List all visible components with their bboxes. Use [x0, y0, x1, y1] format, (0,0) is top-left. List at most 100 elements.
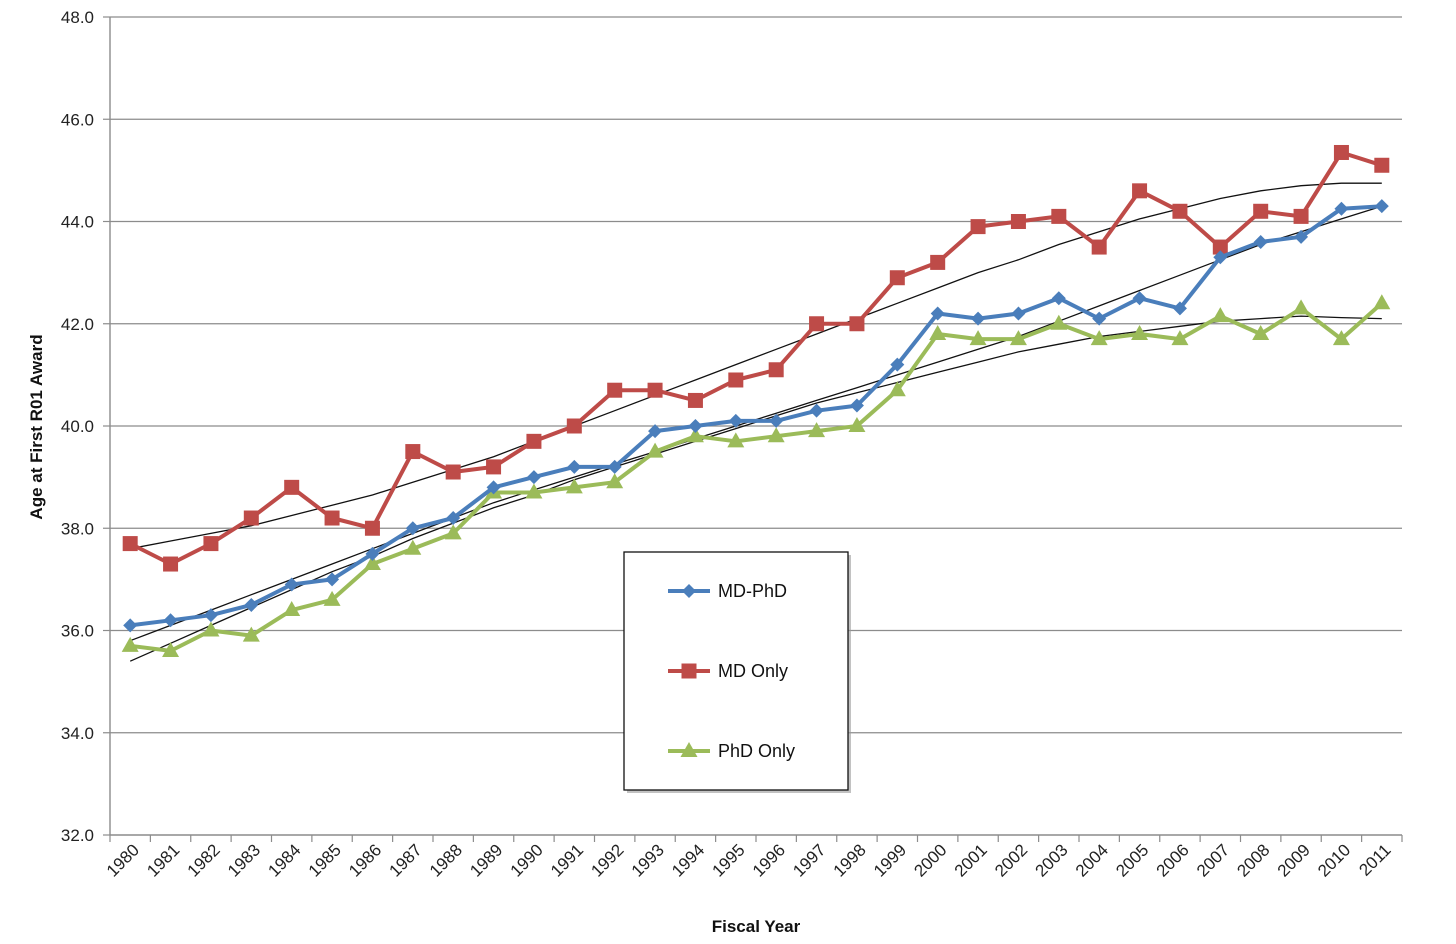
series-line-md-only — [129, 150, 1383, 566]
data-point-md-only — [728, 372, 744, 388]
data-point-md-only — [122, 536, 138, 552]
data-point-md-only — [445, 464, 461, 480]
data-point-md-only — [1172, 203, 1188, 219]
data-point-md-phd — [809, 403, 824, 418]
data-point-phd-only — [686, 427, 704, 443]
data-point-md-phd — [688, 419, 703, 433]
data-point-md-only — [486, 459, 502, 475]
data-point-md-phd — [244, 597, 259, 612]
x-tick-label: 2010 — [1314, 840, 1354, 880]
x-tick-label: 1991 — [547, 840, 587, 880]
data-point-md-only — [203, 536, 219, 552]
data-point-phd-only — [1090, 330, 1108, 346]
data-point-phd-only — [1050, 314, 1068, 330]
data-point-md-phd — [890, 357, 905, 372]
data-point-md-only — [889, 270, 905, 286]
trendline — [130, 182, 1382, 550]
legend-marker — [681, 663, 697, 679]
y-tick-label: 42.0 — [61, 315, 94, 334]
data-point-md-only — [1132, 183, 1148, 199]
x-tick-label: 1988 — [426, 840, 466, 880]
data-point-phd-only — [929, 324, 947, 340]
x-tick-label: 2006 — [1153, 840, 1193, 880]
y-tick-label: 46.0 — [61, 110, 94, 129]
data-point-md-phd — [203, 608, 218, 623]
gridlines — [110, 16, 1402, 734]
data-point-phd-only — [848, 417, 866, 432]
data-point-phd-only — [1131, 324, 1149, 340]
data-point-md-phd — [1132, 291, 1147, 306]
y-tick-label: 48.0 — [61, 8, 94, 27]
x-tick-label: 1986 — [345, 840, 385, 880]
legend-item-phd-only: PhD Only — [668, 741, 795, 761]
series-line-phd-only — [129, 301, 1384, 653]
data-point-md-only — [1253, 203, 1269, 219]
data-point-md-only — [930, 254, 946, 270]
data-point-phd-only — [1211, 307, 1229, 323]
x-tick-label: 1999 — [870, 840, 910, 880]
data-point-md-phd — [971, 311, 986, 326]
x-tick-label: 2000 — [910, 840, 950, 880]
y-axis-title: Age at First R01 Award — [27, 334, 46, 519]
x-tick-label: 1997 — [789, 840, 829, 880]
data-point-md-phd — [1172, 301, 1187, 316]
data-point-phd-only — [808, 422, 826, 438]
data-point-md-phd — [1011, 306, 1026, 321]
legend-item-md-only: MD Only — [668, 661, 788, 681]
data-point-phd-only — [1332, 330, 1350, 346]
y-tick-label: 44.0 — [61, 213, 94, 232]
data-point-phd-only — [404, 539, 422, 555]
data-point-phd-only — [1009, 330, 1027, 346]
x-tick-label: 2001 — [951, 840, 991, 880]
y-tick-label: 34.0 — [61, 724, 94, 743]
legend-label: MD-PhD — [718, 581, 787, 601]
x-tick-label: 1990 — [507, 840, 547, 880]
data-point-md-phd — [648, 424, 663, 439]
y-tick-label: 40.0 — [61, 417, 94, 436]
data-point-md-only — [768, 362, 784, 378]
x-tick-label: 1987 — [385, 840, 425, 880]
x-tick-label: 2002 — [991, 840, 1031, 880]
data-point-md-only — [687, 392, 703, 408]
x-tick-label: 2005 — [1112, 840, 1152, 880]
legend-item-md-phd: MD-PhD — [668, 581, 787, 601]
data-point-md-only — [566, 418, 582, 434]
data-point-phd-only — [444, 524, 462, 540]
data-point-phd-only — [323, 590, 341, 606]
data-point-md-only — [364, 520, 380, 536]
data-point-md-phd — [284, 577, 299, 592]
y-tick-label: 38.0 — [61, 519, 94, 538]
legend-marker — [682, 584, 696, 598]
x-tick-labels: 1980 1981 1982 1983 1984 1985 1986 1987 1988 1989… — [103, 840, 1395, 880]
data-point-md-phd — [728, 413, 743, 428]
data-point-md-phd — [1294, 229, 1309, 244]
data-point-phd-only — [1171, 330, 1189, 346]
data-point-md-only — [1212, 239, 1228, 255]
data-point-md-only — [526, 433, 542, 449]
x-tick-label: 1994 — [668, 840, 708, 880]
data-point-md-phd — [163, 613, 178, 628]
data-point-md-only — [849, 316, 865, 332]
x-tick-label: 2011 — [1355, 840, 1394, 879]
x-tick-label: 2004 — [1072, 840, 1112, 880]
legend: MD-PhD MD Only PhD Only — [623, 551, 851, 793]
data-point-md-only — [1091, 239, 1107, 255]
data-point-md-only — [1374, 157, 1390, 173]
data-point-phd-only — [525, 483, 543, 499]
legend-label: MD Only — [718, 661, 788, 681]
data-point-md-only — [1051, 208, 1067, 224]
data-point-md-only — [607, 382, 623, 398]
data-point-phd-only — [283, 601, 301, 617]
x-tick-label: 1993 — [628, 840, 668, 880]
data-point-phd-only — [162, 641, 180, 657]
data-point-md-phd — [405, 521, 420, 536]
data-point-md-only — [243, 510, 259, 526]
x-tick-label: 2009 — [1274, 840, 1314, 880]
series-line-md-phd — [129, 204, 1382, 628]
data-point-md-phd — [1374, 199, 1389, 214]
x-tick-label: 1980 — [103, 840, 143, 880]
data-point-md-phd — [1253, 234, 1268, 249]
data-point-phd-only — [121, 636, 139, 652]
data-point-md-phd — [1213, 250, 1228, 265]
data-point-phd-only — [363, 555, 381, 571]
